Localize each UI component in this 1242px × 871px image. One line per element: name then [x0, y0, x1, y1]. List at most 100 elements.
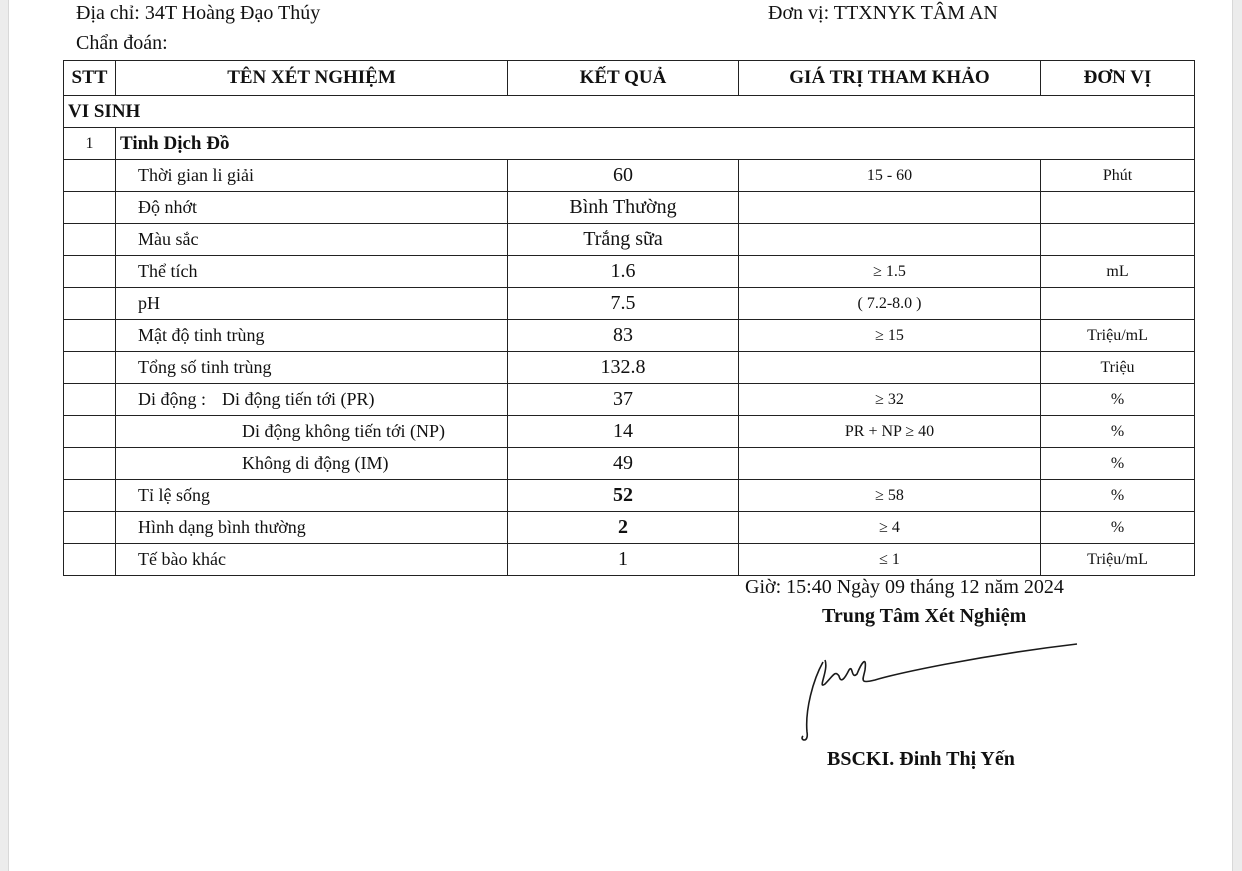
doctor-name: BSCKI. Đinh Thị Yến	[827, 748, 1015, 770]
table-row: Màu sắc Trắng sữa	[63, 223, 1195, 256]
stt-cell	[63, 415, 116, 448]
unit-value: %	[1040, 383, 1195, 416]
table-row: Di động : Di động tiến tới (PR) 37 ≥ 32 %	[63, 383, 1195, 416]
reference-value	[738, 191, 1041, 224]
signature	[801, 643, 1078, 741]
test-name: Tổng số tinh trùng	[115, 351, 508, 384]
unit-value: Triệu	[1040, 351, 1195, 384]
result-value: 52	[507, 479, 739, 512]
stt-cell	[63, 319, 116, 352]
table-row: Độ nhớt Bình Thường	[63, 191, 1195, 224]
test-name: Mật độ tinh trùng	[115, 319, 508, 352]
test-name: Di động không tiến tới (NP)	[115, 415, 508, 448]
col-stt: STT	[63, 60, 116, 96]
group-stt: 1	[63, 127, 116, 160]
reference-value: ≤ 1	[738, 543, 1041, 576]
stt-cell	[63, 543, 116, 576]
section-label: VI SINH	[63, 95, 1195, 128]
stt-cell	[63, 223, 116, 256]
test-name: Màu sắc	[115, 223, 508, 256]
group-name: Tinh Dịch Đồ	[115, 127, 1195, 160]
test-name: Không di động (IM)	[115, 447, 508, 480]
result-value: 7.5	[507, 287, 739, 320]
table-row: Tỉ lệ sống 52 ≥ 58 %	[63, 479, 1195, 512]
unit-value: Phút	[1040, 159, 1195, 192]
unit-value: %	[1040, 415, 1195, 448]
page-edge-right	[1232, 0, 1242, 871]
unit-value: Triệu/mL	[1040, 543, 1195, 576]
col-ref: GIÁ TRỊ THAM KHẢO	[738, 60, 1041, 96]
table-row: Mật độ tinh trùng 83 ≥ 15 Triệu/mL	[63, 319, 1195, 352]
test-name: Thời gian li giải	[115, 159, 508, 192]
table-row: pH 7.5 ( 7.2-8.0 )	[63, 287, 1195, 320]
table-row: Hình dạng bình thường 2 ≥ 4 %	[63, 511, 1195, 544]
stt-cell	[63, 383, 116, 416]
unit-value	[1040, 191, 1195, 224]
test-name: Độ nhớt	[115, 191, 508, 224]
result-value: 2	[507, 511, 739, 544]
unit-value	[1040, 223, 1195, 256]
result-value: Bình Thường	[507, 191, 739, 224]
table-row: Không di động (IM) 49 %	[63, 447, 1195, 480]
col-name: TÊN XÉT NGHIỆM	[115, 60, 508, 96]
section-row: VI SINH	[63, 95, 1195, 128]
result-value: 132.8	[507, 351, 739, 384]
unit-value: %	[1040, 479, 1195, 512]
stt-cell	[63, 447, 116, 480]
reference-value: ( 7.2-8.0 )	[738, 287, 1041, 320]
motility-label: Di động :	[138, 389, 207, 409]
center-name: Trung Tâm Xét Nghiệm	[822, 605, 1027, 627]
stt-cell	[63, 479, 116, 512]
unit-value: %	[1040, 447, 1195, 480]
unit-value: mL	[1040, 255, 1195, 288]
reference-value: ≥ 15	[738, 319, 1041, 352]
test-name: Hình dạng bình thường	[115, 511, 508, 544]
table-row: Tế bào khác 1 ≤ 1 Triệu/mL	[63, 543, 1195, 576]
page-edge-left	[0, 0, 9, 871]
reference-value	[738, 223, 1041, 256]
test-name: Thể tích	[115, 255, 508, 288]
stt-cell	[63, 511, 116, 544]
stt-cell	[63, 255, 116, 288]
col-result: KẾT QUẢ	[507, 60, 739, 96]
reference-value: ≥ 4	[738, 511, 1041, 544]
table-row: Di động không tiến tới (NP) 14 PR + NP ≥…	[63, 415, 1195, 448]
result-value: 37	[507, 383, 739, 416]
result-value: 1	[507, 543, 739, 576]
result-value: 60	[507, 159, 739, 192]
test-name: pH	[115, 287, 508, 320]
reference-value: 15 - 60	[738, 159, 1041, 192]
group-row: 1 Tinh Dịch Đồ	[63, 127, 1195, 160]
report-datetime: Giờ: 15:40 Ngày 09 tháng 12 năm 2024	[745, 576, 1064, 598]
stt-cell	[63, 287, 116, 320]
stt-cell	[63, 191, 116, 224]
reference-value	[738, 447, 1041, 480]
test-name: Tế bào khác	[115, 543, 508, 576]
unit-name: Đơn vị: TTXNYK TÂM AN	[768, 2, 998, 24]
col-unit: ĐƠN VỊ	[1040, 60, 1195, 96]
reference-value	[738, 351, 1041, 384]
reference-value: ≥ 32	[738, 383, 1041, 416]
result-value: 49	[507, 447, 739, 480]
test-name: Tỉ lệ sống	[115, 479, 508, 512]
reference-value: ≥ 1.5	[738, 255, 1041, 288]
unit-value: %	[1040, 511, 1195, 544]
result-value: 14	[507, 415, 739, 448]
result-value: 1.6	[507, 255, 739, 288]
stt-cell	[63, 159, 116, 192]
reference-value: ≥ 58	[738, 479, 1041, 512]
address: Địa chỉ: 34T Hoàng Đạo Thúy	[76, 2, 321, 24]
diagnosis: Chẩn đoán:	[76, 32, 168, 54]
unit-value: Triệu/mL	[1040, 319, 1195, 352]
table-row: Thời gian li giải 60 15 - 60 Phút	[63, 159, 1195, 192]
table-header: STT TÊN XÉT NGHIỆM KẾT QUẢ GIÁ TRỊ THAM …	[63, 60, 1195, 96]
test-name: Di động : Di động tiến tới (PR)	[115, 383, 508, 416]
stt-cell	[63, 351, 116, 384]
reference-value: PR + NP ≥ 40	[738, 415, 1041, 448]
test-name-text: Di động tiến tới (PR)	[222, 389, 375, 409]
table-row: Thể tích 1.6 ≥ 1.5 mL	[63, 255, 1195, 288]
unit-value	[1040, 287, 1195, 320]
result-value: Trắng sữa	[507, 223, 739, 256]
results-table: STT TÊN XÉT NGHIỆM KẾT QUẢ GIÁ TRỊ THAM …	[63, 60, 1195, 576]
table-row: Tổng số tinh trùng 132.8 Triệu	[63, 351, 1195, 384]
